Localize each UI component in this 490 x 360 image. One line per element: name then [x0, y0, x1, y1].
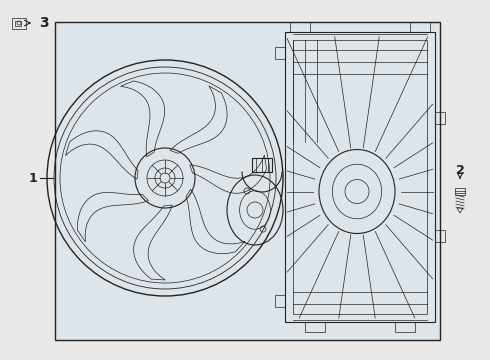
Bar	[410, 22, 430, 32]
Bar	[293, 40, 427, 314]
Bar	[435, 112, 445, 124]
Text: 2: 2	[456, 163, 465, 176]
Text: 1: 1	[28, 171, 37, 184]
Bar	[275, 47, 285, 59]
Bar	[285, 32, 435, 322]
Bar	[395, 322, 415, 332]
Bar	[455, 188, 465, 195]
Bar	[15, 21, 21, 26]
Bar	[305, 322, 325, 332]
Bar	[290, 22, 310, 32]
Bar	[55, 22, 440, 340]
Bar	[435, 230, 445, 242]
Bar	[275, 295, 285, 307]
Text: 3: 3	[39, 16, 49, 30]
Bar	[12, 18, 26, 29]
Bar	[252, 158, 272, 172]
